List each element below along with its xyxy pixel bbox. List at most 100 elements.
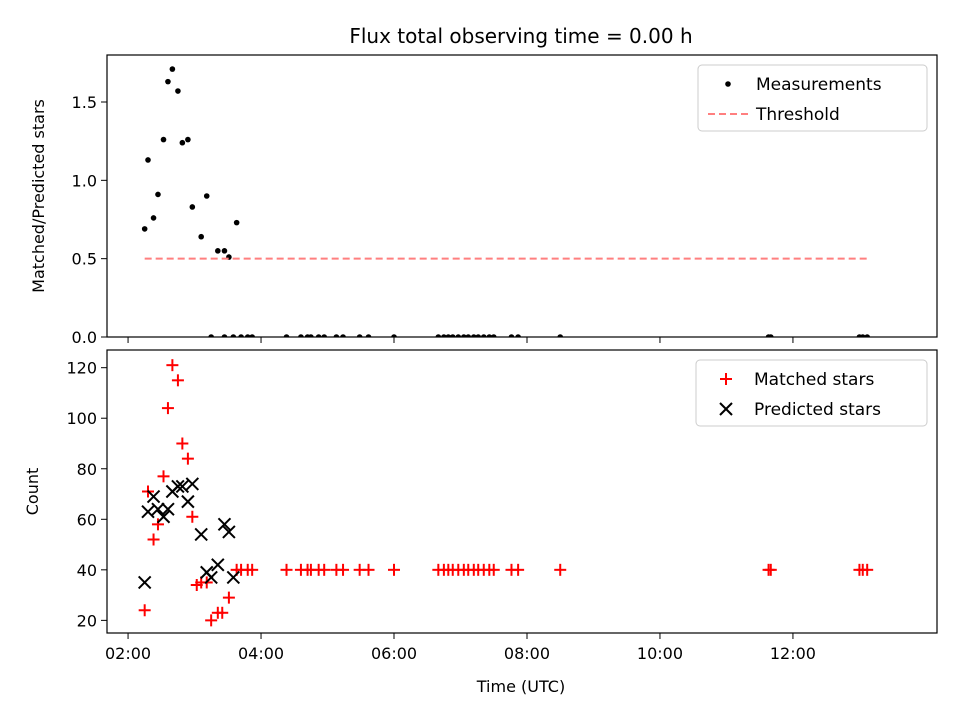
measurement-point xyxy=(221,334,228,337)
bottom-y-tick-label: 60 xyxy=(77,510,97,529)
predicted-star-point xyxy=(137,575,152,590)
bottom-x-tick-label: 12:00 xyxy=(770,644,816,663)
measurement-point xyxy=(155,191,161,198)
matched-star-point xyxy=(151,518,164,531)
top-y-tick-label: 1.5 xyxy=(72,93,97,112)
top-y-tick-label: 0.5 xyxy=(72,250,97,269)
measurement-point xyxy=(233,219,240,226)
measurement-point xyxy=(321,334,327,337)
matched-star-point xyxy=(362,563,375,576)
top-axes-frame xyxy=(106,54,938,338)
predicted-star-point xyxy=(204,570,218,585)
matched-star-point xyxy=(222,591,235,604)
predicted-star-point xyxy=(222,525,236,539)
measurement-point xyxy=(308,334,314,337)
legend-label: Matched stars xyxy=(754,370,874,390)
measurement-point xyxy=(244,334,251,337)
measurement-point xyxy=(465,334,472,337)
matched-star-point xyxy=(161,402,174,415)
matched-star-point xyxy=(138,604,151,617)
measurement-point xyxy=(238,334,244,337)
x-axis-label: Time (UTC) xyxy=(476,677,565,696)
measurement-point xyxy=(486,334,493,337)
predicted-star-point xyxy=(171,479,185,494)
matched-star-point xyxy=(388,563,401,576)
bottom-y-tick-label: 40 xyxy=(77,561,97,580)
matched-star-point xyxy=(216,606,229,619)
predicted-star-point xyxy=(141,505,155,519)
legend-label: Measurements xyxy=(756,75,882,95)
matched-star-point xyxy=(318,563,331,576)
measurement-point xyxy=(475,334,482,337)
bottom-axes-frame xyxy=(106,349,938,634)
predicted-star-point xyxy=(146,489,161,504)
measurement-point xyxy=(169,66,176,72)
measurement-point xyxy=(208,334,214,337)
predicted-star-point xyxy=(156,510,171,524)
measurement-point xyxy=(333,334,340,337)
matched-star-point xyxy=(205,614,218,627)
legend-label: Threshold xyxy=(755,105,840,125)
bottom-legend: Matched stars Predicted stars xyxy=(695,359,928,427)
measurement-point xyxy=(490,334,497,337)
measurement-point xyxy=(145,157,151,163)
bottom-x-tick-label: 10:00 xyxy=(637,644,683,663)
measurement-point xyxy=(391,334,397,337)
predicted-star-point xyxy=(181,494,195,509)
measurement-point xyxy=(189,204,196,210)
matched-star-point xyxy=(512,563,525,576)
measurement-point xyxy=(449,334,456,337)
legend-matched-swatch xyxy=(720,373,732,385)
bottom-x-tick-label: 06:00 xyxy=(371,644,417,663)
measurement-point xyxy=(435,334,442,337)
measurement-point xyxy=(165,78,171,85)
measurement-point xyxy=(441,334,447,337)
top-y-tick-label: 0.0 xyxy=(72,328,97,347)
matched-star-point xyxy=(554,563,567,576)
matched-star-point xyxy=(861,563,874,576)
predicted-star-point xyxy=(217,517,232,532)
top-plot-area xyxy=(141,66,871,337)
measurement-point xyxy=(283,334,290,337)
measurement-point xyxy=(557,334,564,337)
matched-star-point xyxy=(186,510,199,523)
bottom-panel: 20 40 60 80 100 120 02:00 04:00 06:00 08:00 10:00 1… xyxy=(23,349,938,663)
measurement-point xyxy=(455,334,462,337)
measurement-point xyxy=(298,334,304,337)
bottom-y-tick-label: 100 xyxy=(66,409,97,428)
measurement-point xyxy=(141,226,148,232)
measurement-point xyxy=(340,334,346,337)
predicted-star-point xyxy=(194,527,208,542)
top-panel: 0.0 0.5 1.0 1.5 Matched/Predicted stars Measu… xyxy=(29,54,938,347)
measurement-point xyxy=(249,334,255,337)
top-y-axis-label: Matched/Predicted stars xyxy=(29,99,48,293)
bottom-plot-area xyxy=(137,359,874,627)
measurement-point xyxy=(356,334,363,337)
bottom-y-tick-label: 120 xyxy=(66,359,97,378)
bottom-y-tick-label: 20 xyxy=(77,611,97,630)
bottom-y-tick-label: 80 xyxy=(77,460,97,479)
bottom-x-tick-label: 02:00 xyxy=(105,644,151,663)
predicted-star-point xyxy=(151,502,165,516)
matched-star-point xyxy=(337,563,350,576)
legend-label: Predicted stars xyxy=(754,400,881,420)
measurement-point xyxy=(185,136,191,143)
measurement-point xyxy=(203,193,210,199)
measurement-point xyxy=(864,334,870,337)
measurement-point xyxy=(515,334,521,337)
matched-star-point xyxy=(280,563,293,576)
measurement-point xyxy=(859,334,866,337)
measurement-point xyxy=(365,334,372,337)
legend-measurement-swatch xyxy=(725,81,731,87)
matched-star-point xyxy=(157,470,170,483)
figure-title: Flux total observing time = 0.00 h xyxy=(349,24,692,48)
bottom-y-axis-label: Count xyxy=(23,468,42,516)
measurement-point xyxy=(470,334,477,337)
matched-star-point xyxy=(176,437,189,450)
matched-star-point xyxy=(487,563,500,576)
measurement-point xyxy=(179,139,186,146)
predicted-star-point xyxy=(161,502,175,516)
matched-star-point xyxy=(764,563,777,576)
matched-star-point xyxy=(181,452,194,465)
